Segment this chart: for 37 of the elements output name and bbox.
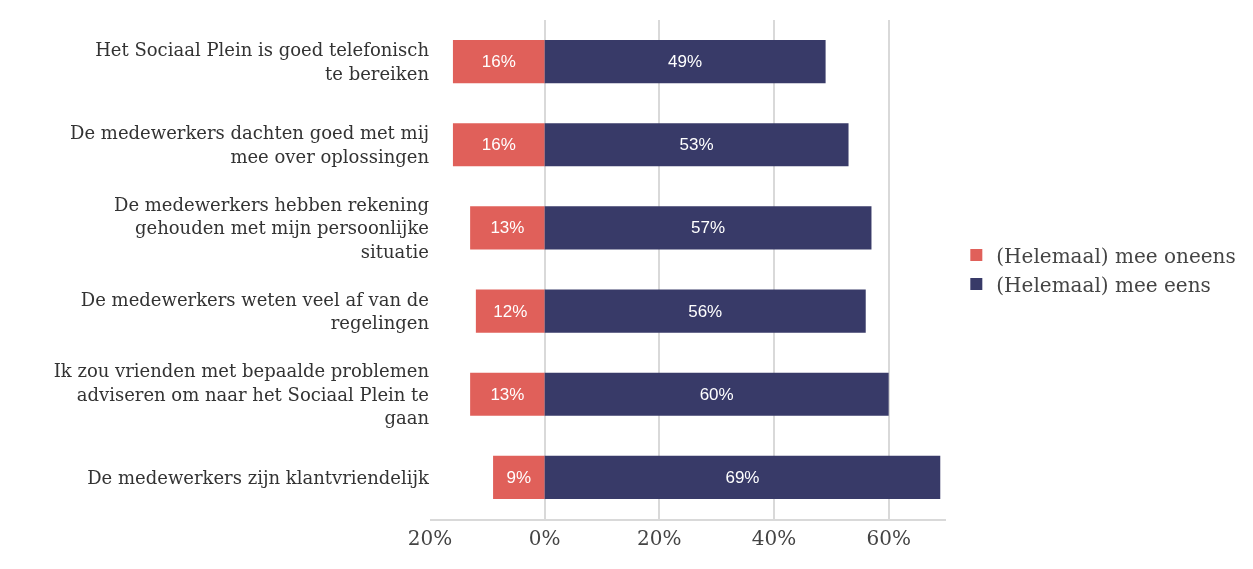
- legend-label: (Helemaal) mee eens: [996, 272, 1211, 297]
- data-label: 69%: [725, 467, 760, 487]
- y-tick-label: De medewerkers dachten goed met mij mee over oplossingen: [70, 122, 430, 167]
- y-tick-label: Ik zou vrienden met bepaalde problemen adviseren om naar het Sociaal Plein te gaan: [53, 360, 430, 428]
- data-label: 49%: [668, 52, 703, 72]
- bar: [544, 206, 872, 250]
- data-label: 60%: [699, 384, 734, 404]
- data-label: 9%: [506, 467, 532, 487]
- data-label: 16%: [481, 135, 516, 155]
- bar: [544, 289, 866, 333]
- data-label: 53%: [679, 135, 714, 155]
- bar: [544, 372, 889, 416]
- data-label: 12%: [493, 301, 528, 321]
- x-tick-label: 0%: [528, 526, 561, 550]
- bar: [544, 123, 849, 167]
- bar: [475, 289, 545, 333]
- data-label: 56%: [688, 301, 723, 321]
- bar: [470, 372, 545, 416]
- y-tick-label: Het Sociaal Plein is goed telefonisch te bereiken: [95, 39, 430, 84]
- data-label: 13%: [490, 384, 525, 404]
- x-tick-label: 40%: [751, 526, 797, 550]
- x-tick-label: 20%: [407, 526, 453, 550]
- data-label: 57%: [691, 218, 726, 238]
- bar: [470, 206, 545, 250]
- bar: [493, 455, 545, 500]
- x-tick-label: 60%: [866, 526, 911, 550]
- y-tick-label: De medewerkers weten veel af van de regelingen: [80, 288, 430, 334]
- bar: [544, 39, 826, 84]
- legend-label: (Helemaal) mee oneens: [996, 243, 1236, 268]
- bar: [544, 455, 941, 500]
- bar: [452, 123, 545, 167]
- y-tick-label: De medewerkers zijn klantvriendelijk: [87, 466, 431, 488]
- x-tick-label: 20%: [637, 526, 682, 550]
- bar: [452, 39, 545, 84]
- data-label: 13%: [490, 218, 525, 238]
- data-label: 16%: [481, 52, 516, 72]
- y-tick-label: De medewerkers hebben rekening gehouden met mijn persoonlijke situatie: [113, 193, 429, 262]
